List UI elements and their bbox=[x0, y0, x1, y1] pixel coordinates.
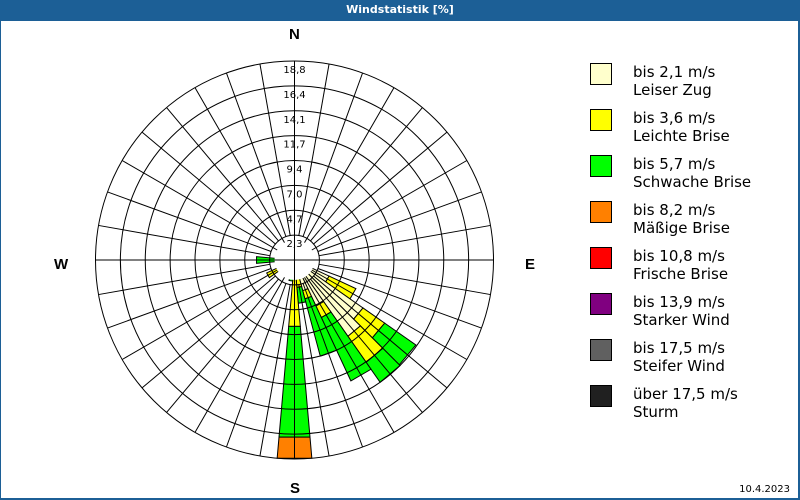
radial-tick-label: 11,7 bbox=[283, 140, 305, 151]
radial-tick-label: 2,3 bbox=[287, 239, 303, 250]
legend-swatch bbox=[590, 339, 612, 361]
radial-tick-label: 4,7 bbox=[287, 214, 303, 225]
legend-text: über 17,5 m/s Sturm bbox=[633, 385, 738, 421]
legend-swatch bbox=[590, 293, 612, 315]
radial-tick-label: 9,4 bbox=[287, 165, 303, 176]
radial-tick-label: 14,1 bbox=[283, 115, 305, 126]
legend-text: bis 17,5 m/s Steifer Wind bbox=[633, 339, 725, 375]
radial-tick-label: 16,4 bbox=[283, 90, 305, 101]
legend-range: bis 13,9 m/s bbox=[633, 293, 725, 311]
legend-swatch bbox=[590, 63, 612, 85]
date-label: 10.4.2023 bbox=[739, 484, 790, 495]
legend-text: bis 3,6 m/s Leichte Brise bbox=[633, 109, 730, 145]
direction-label-north: N bbox=[289, 26, 300, 43]
legend-range: bis 3,6 m/s bbox=[633, 109, 716, 127]
legend-range: bis 2,1 m/s bbox=[633, 63, 716, 81]
chart-panel: 2,3 4,7 7,0 9,4 11,7 14,1 16,4 18,8 N E S W bis… bbox=[1, 21, 798, 498]
legend-text: bis 13,9 m/s Starker Wind bbox=[633, 293, 730, 329]
wind-rose-grid bbox=[95, 60, 494, 460]
legend-swatch bbox=[590, 155, 612, 177]
direction-label-west: W bbox=[54, 256, 69, 273]
legend-swatch bbox=[590, 247, 612, 269]
legend-text: bis 5,7 m/s Schwache Brise bbox=[633, 155, 751, 191]
legend-range: bis 17,5 m/s bbox=[633, 339, 725, 357]
legend-label: Mäßige Brise bbox=[633, 219, 730, 237]
direction-label-east: E bbox=[525, 256, 536, 273]
legend-label: Leichte Brise bbox=[633, 127, 730, 145]
legend-swatch bbox=[590, 201, 612, 223]
wind-rose-chart: 2,3 4,7 7,0 9,4 11,7 14,1 16,4 18,8 bbox=[95, 60, 494, 460]
window-title: Windstatistik [%] bbox=[346, 3, 454, 16]
legend-text: bis 2,1 m/s Leiser Zug bbox=[633, 63, 715, 99]
radial-tick-label: 18,8 bbox=[283, 65, 305, 76]
legend-range: bis 5,7 m/s bbox=[633, 155, 716, 173]
legend-label: Sturm bbox=[633, 403, 679, 421]
legend-range: bis 10,8 m/s bbox=[633, 247, 725, 265]
legend-swatch bbox=[590, 385, 612, 407]
wind-bar-segment bbox=[320, 311, 372, 382]
legend-range: über 17,5 m/s bbox=[633, 385, 738, 403]
legend-label: Schwache Brise bbox=[633, 173, 752, 191]
legend-label: Starker Wind bbox=[633, 311, 730, 329]
radial-tick-labels: 2,3 4,7 7,0 9,4 11,7 14,1 16,4 18,8 bbox=[283, 65, 305, 250]
radial-tick-label: 7,0 bbox=[287, 189, 303, 200]
legend-text: bis 8,2 m/s Mäßige Brise bbox=[633, 201, 730, 237]
legend-label: Frische Brise bbox=[633, 265, 729, 283]
legend-label: Steifer Wind bbox=[633, 357, 725, 375]
legend-text: bis 10,8 m/s Frische Brise bbox=[633, 247, 728, 283]
legend-label: Leiser Zug bbox=[633, 81, 712, 99]
direction-label-south: S bbox=[290, 480, 301, 497]
legend-range: bis 8,2 m/s bbox=[633, 201, 716, 219]
legend-swatch bbox=[590, 109, 612, 131]
